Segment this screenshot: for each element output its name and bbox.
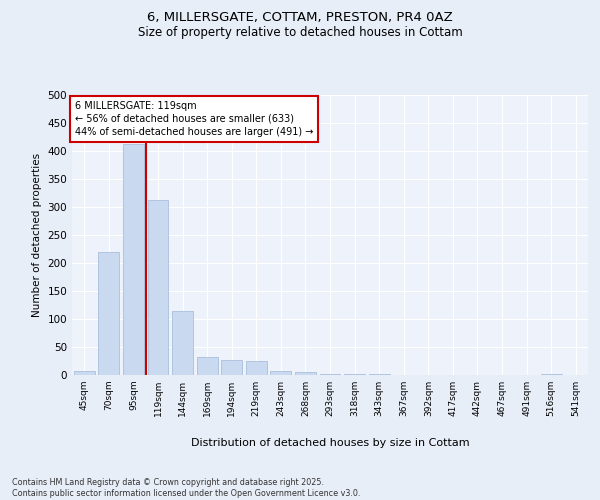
Text: 6, MILLERSGATE, COTTAM, PRESTON, PR4 0AZ: 6, MILLERSGATE, COTTAM, PRESTON, PR4 0AZ <box>147 11 453 24</box>
Bar <box>541 374 562 375</box>
Bar <box>271 371 292 375</box>
Bar <box>74 371 95 375</box>
Text: 6 MILLERSGATE: 119sqm
← 56% of detached houses are smaller (633)
44% of semi-det: 6 MILLERSGATE: 119sqm ← 56% of detached … <box>74 100 313 137</box>
Bar <box>368 374 389 375</box>
Bar <box>320 374 340 375</box>
Bar <box>197 357 218 375</box>
Bar <box>295 372 316 375</box>
Bar <box>98 252 119 375</box>
Y-axis label: Number of detached properties: Number of detached properties <box>32 153 42 317</box>
Bar <box>172 310 193 375</box>
Bar <box>344 374 365 375</box>
Text: Contains HM Land Registry data © Crown copyright and database right 2025.
Contai: Contains HM Land Registry data © Crown c… <box>12 478 361 498</box>
Bar <box>221 360 242 375</box>
Bar <box>123 144 144 375</box>
Bar <box>148 200 169 375</box>
Text: Distribution of detached houses by size in Cottam: Distribution of detached houses by size … <box>191 438 469 448</box>
Bar <box>246 361 267 375</box>
Text: Size of property relative to detached houses in Cottam: Size of property relative to detached ho… <box>137 26 463 39</box>
